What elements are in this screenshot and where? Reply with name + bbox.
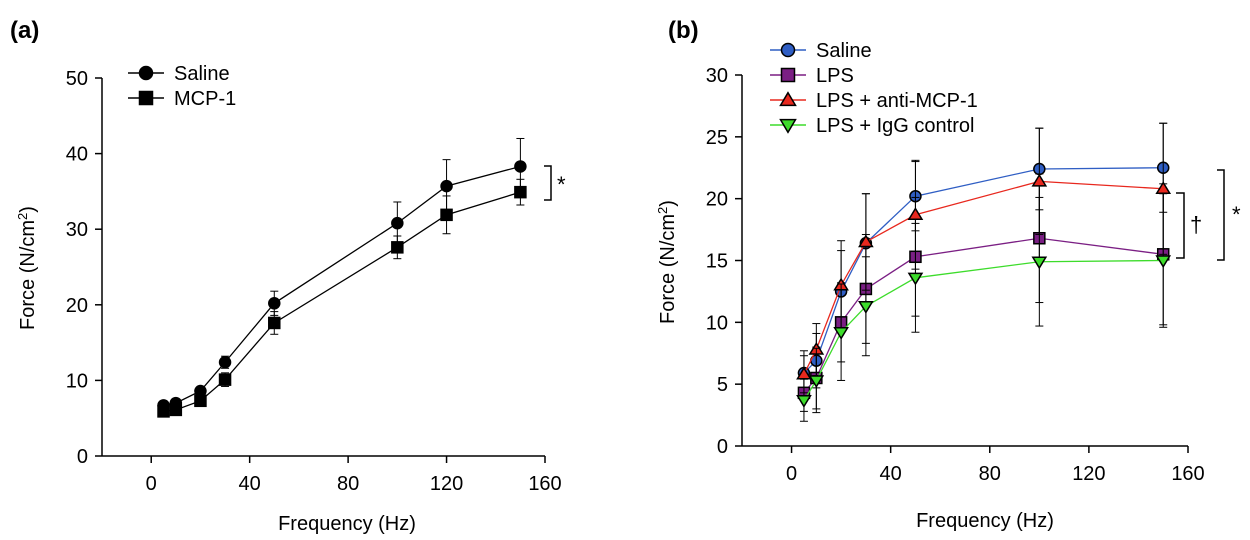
panel-a-series-mcp-1-line: [163, 191, 521, 413]
panel-a-series-saline-point: [514, 160, 527, 173]
panel-a-series-saline-point: [268, 297, 281, 310]
panel-b-y-axis-label: Force (N/cm2): [655, 200, 679, 324]
panel-a-legend-label-mcp-1: MCP-1: [174, 88, 236, 110]
panel-a-y-axis-label-main: Force (N/cm: [17, 220, 39, 330]
panel-b-series-lps-igg-control: [796, 193, 1172, 422]
panel-a-series-saline-line: [163, 165, 521, 406]
panel-b-legend-label-lps: LPS: [816, 65, 854, 87]
panel-b-series-lps-igg-control-line: [803, 259, 1164, 401]
panel-b-series-lps-igg-control-point: [907, 272, 924, 286]
panel-a-series-mcp-1-point: [440, 208, 453, 222]
panel-b-series-lps-anti-mcp-1-point: [1031, 173, 1048, 187]
panel-a-legend-marker-mcp-1: [138, 90, 154, 106]
panel-b-legend-marker-lps-igg-control: [779, 118, 797, 134]
panel-b-series-lps-anti-mcp-1-line: [803, 180, 1164, 375]
panel-b-y-tick-label-20: 20: [706, 189, 728, 211]
panel-a-y-tick-label-30: 30: [66, 219, 88, 241]
panel-b-series-lps-anti-mcp-1-point: [858, 234, 874, 248]
panel-b-legend-label-lps-anti-mcp-1: LPS + anti-MCP-1: [816, 90, 978, 112]
panel-b-significance-dagger: †: [1190, 212, 1202, 237]
panel-a-x-tick-label-0: 0: [146, 473, 157, 495]
panel-b-y-axis-label-main: Force (N/cm: [657, 214, 679, 324]
panel-a-y-axis-label-sup: 2: [15, 213, 30, 220]
panel-b-legend: Saline LPS LPS + anti-MCP-1 LPS + IgG contr…: [770, 40, 978, 137]
panel-a-y-tick-label-20: 20: [66, 295, 88, 317]
panel-a-y-axis-label: Force (N/cm2): [15, 206, 39, 330]
panel-b-significance-star: *: [1232, 202, 1241, 227]
panel-b-series-lps-igg-control-point: [1155, 255, 1172, 269]
panel-b-y-axis-label-sup: 2: [655, 207, 670, 214]
panel-a-series-mcp-1-point: [514, 185, 527, 199]
panel-a-y-tick-label-40: 40: [66, 144, 88, 166]
panel-b-x-axis-label: Frequency (Hz): [916, 510, 1054, 532]
panel-b-y-tick-label-0: 0: [717, 436, 728, 458]
panel-a-plot: 0 10 20 30 40 50 0 40 80 120 160 Saline MCP-1: [66, 63, 562, 495]
panel-b-y-tick-label-25: 25: [706, 127, 728, 149]
panel-a-series-mcp-1-point: [157, 405, 170, 418]
panel-b-x-tick-label-160: 160: [1171, 463, 1204, 485]
panel-a-y-tick-label-10: 10: [66, 370, 88, 392]
panel-b-y-tick-label-5: 5: [717, 374, 728, 396]
panel-a-series-mcp-1-point: [194, 394, 207, 408]
panel-b-series-lps-igg-control-point: [796, 394, 812, 408]
panel-b-significance-bracket-star: [1217, 169, 1225, 261]
panel-b-series-saline: [797, 122, 1170, 396]
panel-a-series-saline: [157, 137, 527, 412]
panel-b-x-tick-label-0: 0: [786, 463, 797, 485]
panel-a-significance-star: *: [557, 172, 566, 197]
panel-b-y-tick-label-10: 10: [706, 312, 728, 334]
panel-b-significance-bracket-dagger: [1176, 192, 1185, 259]
panel-b-y-tick-label-30: 30: [706, 65, 728, 87]
panel-a-y-tick-label-50: 50: [66, 68, 88, 90]
panel-b-plot: 0 5 10 15 20 25 30 0 40 80 120 160 Saline LPS LPS + an…: [706, 40, 1205, 485]
panel-b-series-lps-anti-mcp-1-point: [907, 207, 924, 220]
panel-b-series-lps-igg-control-point: [1031, 256, 1048, 270]
panel-a-series-mcp-1-point: [391, 241, 404, 254]
panel-a-legend: Saline MCP-1: [128, 63, 236, 110]
panel-b-x-tick-label-80: 80: [979, 463, 1001, 485]
panel-b-legend-marker-saline: [780, 42, 796, 58]
panel-b-x-tick-label-40: 40: [880, 463, 902, 485]
panel-a-series-mcp-1-point: [268, 316, 281, 330]
panel-b-y-axis-label-close: ): [657, 200, 679, 207]
panel-a-series-saline-point: [391, 216, 404, 230]
panel-b-legend-label-saline: Saline: [816, 40, 872, 62]
panel-a-legend-marker-saline: [138, 65, 154, 81]
panel-a-x-axis-label: Frequency (Hz): [278, 513, 416, 535]
panel-b-series-lps-igg-control-point: [858, 301, 874, 314]
panel-a-series-mcp-1-point: [169, 403, 183, 417]
panel-b-series-lps-anti-mcp-1: [796, 122, 1172, 394]
panel-a-y-axis-label-close: ): [17, 206, 39, 213]
panel-b-series-saline-line: [803, 167, 1164, 374]
panel-a-y-tick-label-0: 0: [77, 446, 88, 468]
panel-b-x-tick-label-120: 120: [1072, 463, 1105, 485]
panel-a-label: (a): [10, 17, 39, 44]
panel-b-legend-marker-lps-anti-mcp-1: [779, 91, 797, 107]
panel-b-series-lps-igg-control-point: [808, 375, 825, 389]
panel-a-significance: *: [544, 165, 566, 201]
panel-b-series-lps: [797, 173, 1170, 412]
panel-b-significance: † *: [1176, 169, 1241, 261]
panel-a-series-mcp-1-point: [218, 373, 232, 386]
panel-a-significance-bracket: [544, 165, 552, 201]
panel-b-legend-marker-lps: [780, 67, 796, 83]
panel-a-x-tick-label-80: 80: [337, 473, 359, 495]
panel-a-series-mcp-1: [157, 178, 527, 418]
panel-a-x-tick-label-120: 120: [430, 473, 463, 495]
panel-b-series-lps-igg-control-point: [833, 326, 849, 340]
panel-b-label: (b): [668, 17, 699, 44]
panel-b-y-tick-label-15: 15: [706, 251, 728, 273]
panel-a-series-saline-point: [440, 179, 453, 193]
panel-b-legend-label-lps-igg-control: LPS + IgG control: [816, 115, 974, 137]
panel-a-legend-label-saline: Saline: [174, 63, 230, 85]
panel-a-series-saline-point: [218, 356, 232, 369]
panel-a-x-tick-label-160: 160: [528, 473, 561, 495]
panel-a-x-tick-label-40: 40: [239, 473, 261, 495]
